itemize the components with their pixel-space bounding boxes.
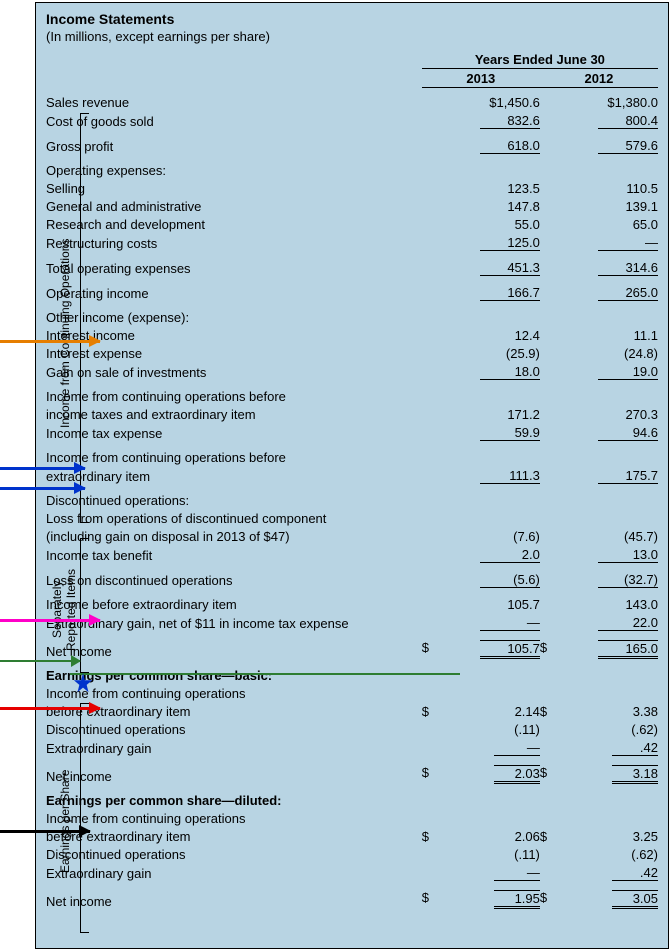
year-2013: 2013 [422, 69, 540, 88]
star-blue-icon [72, 672, 94, 694]
row-disc-header: Discontinued operations: [46, 492, 658, 510]
arrow-blue-1 [0, 467, 85, 470]
row-eps-d-net: Net income $1.95 $3.05 [46, 889, 658, 911]
label-separately: Separately [50, 581, 64, 638]
bracket-eps [80, 703, 88, 933]
row-interest-expense: Interest expense (25.9) (24.8) [46, 345, 658, 363]
row-inc-cont-before-extra-2: extraordinary item 111.3 175.7 [46, 467, 658, 486]
row-eps-b-disc: Discontinued operations (.11) (.62) [46, 721, 658, 739]
year-2012: 2012 [540, 69, 658, 88]
arrow-green [0, 660, 80, 662]
label-eps: Earnings per Share [58, 770, 72, 873]
row-eps-b-extra: Extraordinary gain — .42 [46, 739, 658, 758]
row-gross-profit: Gross profit 618.0 579.6 [46, 137, 658, 156]
row-eps-d-cont-2: before extraordinary item $2.06 $3.25 [46, 828, 658, 846]
row-operating-income: Operating income 166.7 265.0 [46, 284, 658, 303]
row-inc-before-extra: Income before extraordinary item 105.7 1… [46, 596, 658, 614]
row-tax-benefit: Income tax benefit 2.0 13.0 [46, 546, 658, 565]
row-tax-expense: Income tax expense 59.9 94.6 [46, 424, 658, 443]
arrow-black [0, 830, 90, 833]
label-continuing: Income from Continuing Operations [58, 239, 72, 428]
row-eps-d-cont-1: Income from continuing operations [46, 810, 658, 828]
green-underline [70, 673, 460, 675]
label-reported: Reported Items [64, 569, 78, 651]
row-eps-d-disc: Discontinued operations (.11) (.62) [46, 846, 658, 864]
row-total-opex: Total operating expenses 451.3 314.6 [46, 259, 658, 278]
arrow-blue-2 [0, 487, 85, 490]
row-sales-revenue: Sales revenue $1,450.6 $1,380.0 [46, 94, 658, 112]
row-interest-income: Interest income 12.4 11.1 [46, 327, 658, 345]
row-eps-b-net: Net income $2.03 $3.18 [46, 764, 658, 786]
page-title: Income Statements [46, 11, 658, 27]
page-subtitle: (In millions, except earnings per share) [46, 29, 658, 44]
row-eps-basic-header: Earnings per common share—basic: [46, 667, 658, 685]
row-eps-b-cont-2: before extraordinary item $2.14 $3.38 [46, 703, 658, 721]
row-gain-sale: Gain on sale of investments 18.0 19.0 [46, 363, 658, 382]
arrow-magenta [0, 619, 100, 622]
row-cogs: Cost of goods sold 832.6 800.4 [46, 112, 658, 131]
row-inc-cont-before-tax-1: Income from continuing operations before [46, 388, 658, 406]
row-restructuring: Restructuring costs 125.0 — [46, 234, 658, 253]
row-net-income: Net income $105.7 $165.0 [46, 639, 658, 661]
row-extra-gain: Extraordinary gain, net of $11 in income… [46, 614, 658, 633]
row-selling: Selling 123.5 110.5 [46, 180, 658, 198]
row-inc-cont-before-tax-2: income taxes and extraordinary item 171.… [46, 406, 658, 424]
row-loss-ops-1: Loss from operations of discontinued com… [46, 510, 658, 528]
row-rd: Research and development 55.0 65.0 [46, 216, 658, 234]
years-header: Years Ended June 30 [422, 50, 658, 69]
row-opex-header: Operating expenses: [46, 162, 658, 180]
row-eps-d-extra: Extraordinary gain — .42 [46, 864, 658, 883]
row-ga: General and administrative 147.8 139.1 [46, 198, 658, 216]
row-eps-b-cont-1: Income from continuing operations [46, 685, 658, 703]
row-loss-ops-2: (including gain on disposal in 2013 of $… [46, 528, 658, 546]
income-statement-page: Income Statements (In millions, except e… [35, 2, 669, 949]
arrow-orange [0, 340, 100, 343]
bracket-separately [80, 538, 88, 673]
row-loss-disc: Loss on discontinued operations (5.6) (3… [46, 571, 658, 590]
row-inc-cont-before-extra-1: Income from continuing operations before [46, 449, 658, 467]
row-eps-diluted-header: Earnings per common share—diluted: [46, 792, 658, 810]
arrow-red [0, 707, 100, 710]
row-other-header: Other income (expense): [46, 309, 658, 327]
income-statement-table: Years Ended June 30 2013 2012 Sales reve… [46, 50, 658, 911]
